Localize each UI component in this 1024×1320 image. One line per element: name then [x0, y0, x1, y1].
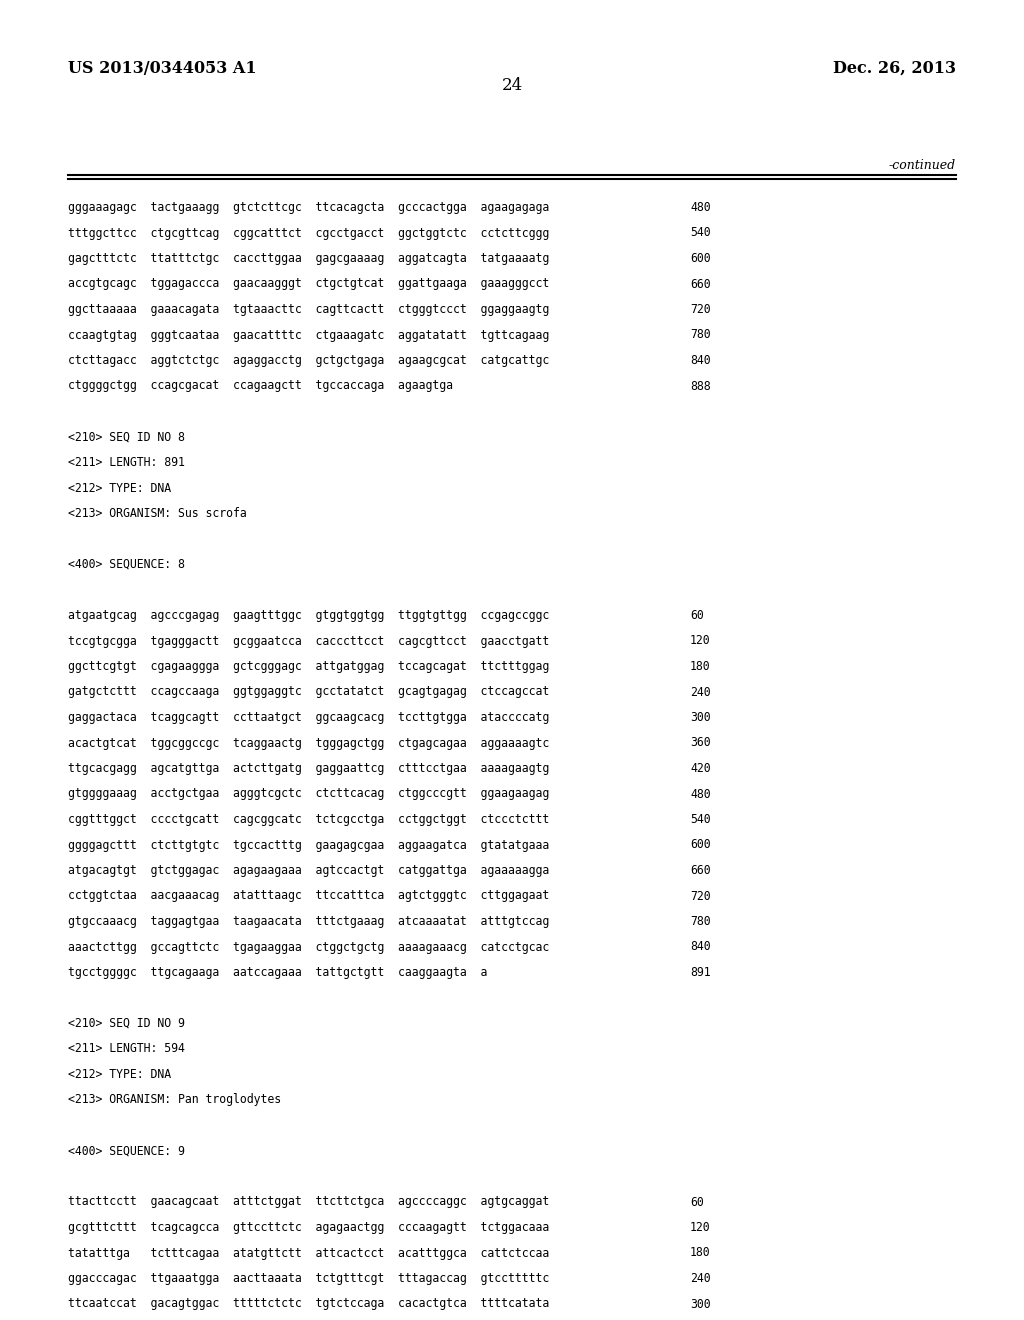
Text: 780: 780: [690, 329, 711, 342]
Text: <211> LENGTH: 891: <211> LENGTH: 891: [68, 455, 185, 469]
Text: atgacagtgt  gtctggagac  agagaagaaa  agtccactgt  catggattga  agaaaaagga: atgacagtgt gtctggagac agagaagaaa agtccac…: [68, 865, 549, 876]
Text: <212> TYPE: DNA: <212> TYPE: DNA: [68, 482, 171, 495]
Text: <210> SEQ ID NO 9: <210> SEQ ID NO 9: [68, 1016, 185, 1030]
Text: gcgtttcttt  tcagcagcca  gttccttctc  agagaactgg  cccaagagtt  tctggacaaa: gcgtttcttt tcagcagcca gttccttctc agagaac…: [68, 1221, 549, 1234]
Text: -continued: -continued: [889, 158, 956, 172]
Text: atgaatgcag  agcccgagag  gaagtttggc  gtggtggtgg  ttggtgttgg  ccgagccggc: atgaatgcag agcccgagag gaagtttggc gtggtgg…: [68, 609, 549, 622]
Text: 540: 540: [690, 813, 711, 826]
Text: ggggagcttt  ctcttgtgtc  tgccactttg  gaagagcgaa  aggaagatca  gtatatgaaa: ggggagcttt ctcttgtgtc tgccactttg gaagagc…: [68, 838, 549, 851]
Text: 300: 300: [690, 1298, 711, 1311]
Text: gtggggaaag  acctgctgaa  agggtcgctc  ctcttcacag  ctggcccgtt  ggaagaagag: gtggggaaag acctgctgaa agggtcgctc ctcttca…: [68, 788, 549, 800]
Text: <400> SEQUENCE: 8: <400> SEQUENCE: 8: [68, 558, 185, 572]
Text: 240: 240: [690, 1272, 711, 1284]
Text: 180: 180: [690, 660, 711, 673]
Text: ttacttcctt  gaacagcaat  atttctggat  ttcttctgca  agccccaggc  agtgcaggat: ttacttcctt gaacagcaat atttctggat ttcttct…: [68, 1196, 549, 1209]
Text: 891: 891: [690, 966, 711, 979]
Text: acactgtcat  tggcggccgc  tcaggaactg  tgggagctgg  ctgagcagaa  aggaaaagtc: acactgtcat tggcggccgc tcaggaactg tgggagc…: [68, 737, 549, 750]
Text: 888: 888: [690, 380, 711, 392]
Text: gatgctcttt  ccagccaaga  ggtggaggtc  gcctatatct  gcagtgagag  ctccagccat: gatgctcttt ccagccaaga ggtggaggtc gcctata…: [68, 685, 549, 698]
Text: cctggtctaa  aacgaaacag  atatttaagc  ttccatttca  agtctgggtc  cttggagaat: cctggtctaa aacgaaacag atatttaagc ttccatt…: [68, 890, 549, 903]
Text: 420: 420: [690, 762, 711, 775]
Text: 840: 840: [690, 354, 711, 367]
Text: tgcctggggc  ttgcagaaga  aatccagaaa  tattgctgtt  caaggaagta  a: tgcctggggc ttgcagaaga aatccagaaa tattgct…: [68, 966, 487, 979]
Text: 180: 180: [690, 1246, 711, 1259]
Text: tttggcttcc  ctgcgttcag  cggcatttct  cgcctgacct  ggctggtctc  cctcttcggg: tttggcttcc ctgcgttcag cggcatttct cgcctga…: [68, 227, 549, 239]
Text: 840: 840: [690, 940, 711, 953]
Text: US 2013/0344053 A1: US 2013/0344053 A1: [68, 59, 257, 77]
Text: 480: 480: [690, 201, 711, 214]
Text: 480: 480: [690, 788, 711, 800]
Text: 240: 240: [690, 685, 711, 698]
Text: 360: 360: [690, 737, 711, 750]
Text: 540: 540: [690, 227, 711, 239]
Text: 780: 780: [690, 915, 711, 928]
Text: <210> SEQ ID NO 8: <210> SEQ ID NO 8: [68, 430, 185, 444]
Text: aaactcttgg  gccagttctc  tgagaaggaa  ctggctgctg  aaaagaaacg  catcctgcac: aaactcttgg gccagttctc tgagaaggaa ctggctg…: [68, 940, 549, 953]
Text: gtgccaaacg  taggagtgaa  taagaacata  tttctgaaag  atcaaaatat  atttgtccag: gtgccaaacg taggagtgaa taagaacata tttctga…: [68, 915, 549, 928]
Text: tatatttga   tctttcagaa  atatgttctt  attcactcct  acatttggca  cattctccaa: tatatttga tctttcagaa atatgttctt attcactc…: [68, 1246, 549, 1259]
Text: ccaagtgtag  gggtcaataa  gaacattttc  ctgaaagatc  aggatatatt  tgttcagaag: ccaagtgtag gggtcaataa gaacattttc ctgaaag…: [68, 329, 549, 342]
Text: 24: 24: [502, 77, 522, 94]
Text: 60: 60: [690, 609, 703, 622]
Text: gaggactaca  tcaggcagtt  ccttaatgct  ggcaagcacg  tccttgtgga  ataccccatg: gaggactaca tcaggcagtt ccttaatgct ggcaagc…: [68, 711, 549, 723]
Text: 720: 720: [690, 304, 711, 315]
Text: ctcttagacc  aggtctctgc  agaggacctg  gctgctgaga  agaagcgcat  catgcattgc: ctcttagacc aggtctctgc agaggacctg gctgctg…: [68, 354, 549, 367]
Text: ggcttaaaaa  gaaacagata  tgtaaacttc  cagttcactt  ctgggtccct  ggaggaagtg: ggcttaaaaa gaaacagata tgtaaacttc cagttca…: [68, 304, 549, 315]
Text: 300: 300: [690, 711, 711, 723]
Text: ttgcacgagg  agcatgttga  actcttgatg  gaggaattcg  ctttcctgaa  aaaagaagtg: ttgcacgagg agcatgttga actcttgatg gaggaat…: [68, 762, 549, 775]
Text: ggacccagac  ttgaaatgga  aacttaaata  tctgtttcgt  tttagaccag  gtcctttttc: ggacccagac ttgaaatgga aacttaaata tctgttt…: [68, 1272, 549, 1284]
Text: <400> SEQUENCE: 9: <400> SEQUENCE: 9: [68, 1144, 185, 1158]
Text: tccgtgcgga  tgagggactt  gcggaatcca  cacccttcct  cagcgttcct  gaacctgatt: tccgtgcgga tgagggactt gcggaatcca caccctt…: [68, 635, 549, 648]
Text: cggtttggct  cccctgcatt  cagcggcatc  tctcgcctga  cctggctggt  ctccctcttt: cggtttggct cccctgcatt cagcggcatc tctcgcc…: [68, 813, 549, 826]
Text: 60: 60: [690, 1196, 703, 1209]
Text: gagctttctc  ttatttctgc  caccttggaa  gagcgaaaag  aggatcagta  tatgaaaatg: gagctttctc ttatttctgc caccttggaa gagcgaa…: [68, 252, 549, 265]
Text: 660: 660: [690, 865, 711, 876]
Text: 660: 660: [690, 277, 711, 290]
Text: ttcaatccat  gacagtggac  tttttctctc  tgtctccaga  cacactgtca  ttttcatata: ttcaatccat gacagtggac tttttctctc tgtctcc…: [68, 1298, 549, 1311]
Text: <211> LENGTH: 594: <211> LENGTH: 594: [68, 1043, 185, 1056]
Text: gggaaagagc  tactgaaagg  gtctcttcgc  ttcacagcta  gcccactgga  agaagagaga: gggaaagagc tactgaaagg gtctcttcgc ttcacag…: [68, 201, 549, 214]
Text: <212> TYPE: DNA: <212> TYPE: DNA: [68, 1068, 171, 1081]
Text: ctggggctgg  ccagcgacat  ccagaagctt  tgccaccaga  agaagtga: ctggggctgg ccagcgacat ccagaagctt tgccacc…: [68, 380, 453, 392]
Text: 600: 600: [690, 838, 711, 851]
Text: Dec. 26, 2013: Dec. 26, 2013: [833, 59, 956, 77]
Text: 600: 600: [690, 252, 711, 265]
Text: <213> ORGANISM: Sus scrofa: <213> ORGANISM: Sus scrofa: [68, 507, 247, 520]
Text: 120: 120: [690, 635, 711, 648]
Text: 720: 720: [690, 890, 711, 903]
Text: accgtgcagc  tggagaccca  gaacaagggt  ctgctgtcat  ggattgaaga  gaaagggcct: accgtgcagc tggagaccca gaacaagggt ctgctgt…: [68, 277, 549, 290]
Text: 120: 120: [690, 1221, 711, 1234]
Text: <213> ORGANISM: Pan troglodytes: <213> ORGANISM: Pan troglodytes: [68, 1093, 282, 1106]
Text: ggcttcgtgt  cgagaaggga  gctcgggagc  attgatggag  tccagcagat  ttctttggag: ggcttcgtgt cgagaaggga gctcgggagc attgatg…: [68, 660, 549, 673]
